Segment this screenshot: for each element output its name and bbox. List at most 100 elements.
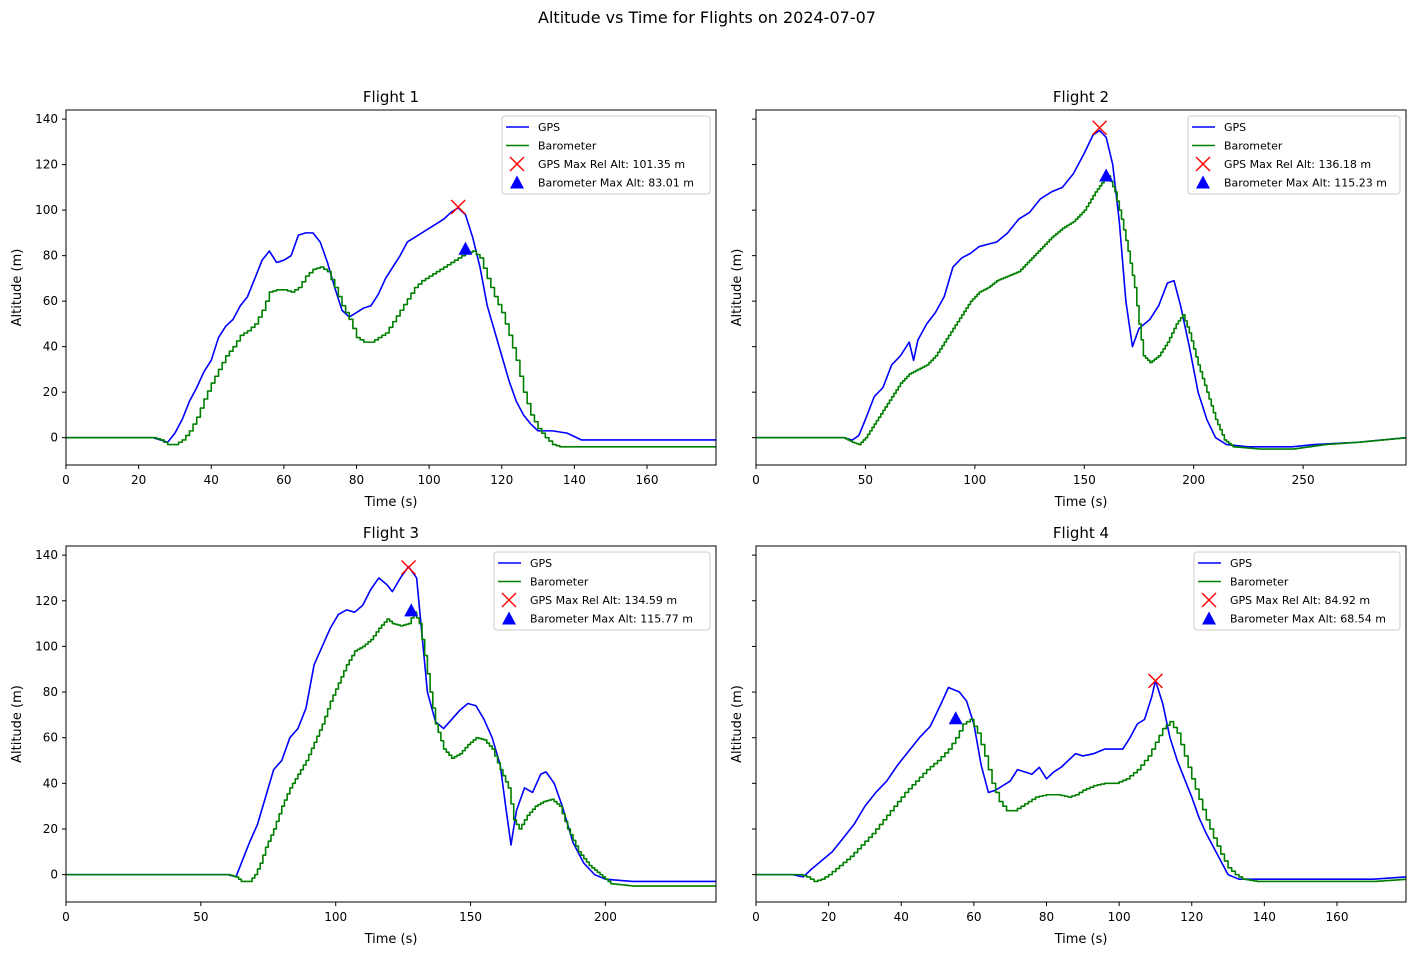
y-tick-label: 120 xyxy=(35,594,58,608)
x-tick-label: 100 xyxy=(963,473,986,487)
legend: GPS Barometer GPS Max Rel Alt: 84.92 m Baro… xyxy=(1193,551,1401,631)
legend: GPS Barometer GPS Max Rel Alt: 136.18 m Bar… xyxy=(1187,115,1401,195)
legend-label: Barometer xyxy=(538,140,597,153)
legend-label: GPS Max Rel Alt: 101.35 m xyxy=(538,158,685,171)
legend: GPS Barometer GPS Max Rel Alt: 134.59 m Bar… xyxy=(493,551,711,631)
legend-label: GPS Max Rel Alt: 84.92 m xyxy=(1230,594,1370,607)
y-tick-label: 100 xyxy=(35,203,58,217)
barometer-max-marker xyxy=(458,241,473,255)
gps-max-marker xyxy=(1147,673,1163,689)
x-tick-label: 20 xyxy=(821,910,836,924)
x-tick-label: 100 xyxy=(418,473,441,487)
subplot-3: 0 50 100 150 200 0 20 40 60 80 100 120 140 Flight 3 Ti… xyxy=(10,524,717,947)
legend-label: Barometer Max Alt: 115.77 m xyxy=(530,613,693,626)
y-tick-label: 60 xyxy=(43,731,58,745)
x-tick-label: 120 xyxy=(1180,910,1203,924)
legend-label: GPS Max Rel Alt: 136.18 m xyxy=(1224,158,1371,171)
x-tick-label: 40 xyxy=(204,473,219,487)
subplot-title: Flight 1 xyxy=(363,88,419,106)
x-tick-label: 160 xyxy=(1326,910,1349,924)
legend: GPS Barometer GPS Max Rel Alt: 101.35 m Bar… xyxy=(501,115,711,195)
series-barometer-line xyxy=(756,175,1406,450)
x-tick-label: 200 xyxy=(594,910,617,924)
y-tick-label: 20 xyxy=(43,385,58,399)
x-tick-label: 150 xyxy=(459,910,482,924)
x-tick-label: 160 xyxy=(636,473,659,487)
x-tick-label: 140 xyxy=(563,473,586,487)
subplot-title: Flight 4 xyxy=(1053,524,1109,542)
legend-label: GPS xyxy=(538,121,560,134)
legend-label: GPS xyxy=(1224,121,1246,134)
x-tick-label: 50 xyxy=(858,473,873,487)
series-barometer-line xyxy=(66,611,716,887)
x-tick-label: 100 xyxy=(324,910,347,924)
legend-box xyxy=(1187,115,1401,195)
y-tick-label: 140 xyxy=(35,112,58,126)
barometer-max-marker xyxy=(404,603,419,617)
y-tick-label: 100 xyxy=(35,639,58,653)
legend-label: Barometer xyxy=(1230,576,1289,589)
legend-label: Barometer Max Alt: 83.01 m xyxy=(538,177,694,190)
subplot-title: Flight 3 xyxy=(363,524,419,542)
y-axis-label: Altitude (m) xyxy=(10,249,25,327)
x-tick-label: 250 xyxy=(1292,473,1315,487)
axes-frame xyxy=(755,109,1407,466)
x-tick-label: 100 xyxy=(1108,910,1131,924)
x-tick-label: 150 xyxy=(1073,473,1096,487)
subplot-title: Flight 2 xyxy=(1053,88,1109,106)
legend-triangle-swatch xyxy=(510,175,524,189)
legend-label: GPS Max Rel Alt: 134.59 m xyxy=(530,594,677,607)
x-tick-label: 50 xyxy=(193,910,208,924)
axes-frame xyxy=(755,545,1407,903)
x-tick-label: 0 xyxy=(752,473,760,487)
legend-triangle-swatch xyxy=(1202,611,1216,625)
x-tick-label: 0 xyxy=(62,910,70,924)
legend-label: Barometer Max Alt: 115.23 m xyxy=(1224,177,1387,190)
y-tick-label: 120 xyxy=(35,158,58,172)
y-tick-label: 0 xyxy=(50,868,58,882)
legend-box xyxy=(1193,551,1401,631)
y-axis-label: Altitude (m) xyxy=(730,249,745,327)
x-tick-label: 0 xyxy=(752,910,760,924)
x-tick-label: 120 xyxy=(490,473,513,487)
legend-label: Barometer xyxy=(1224,140,1283,153)
subplot-4: 0 20 40 60 80 100 120 140 160 Flight 4 Time (s) Alt… xyxy=(730,524,1407,947)
figure-title: Altitude vs Time for Flights on 2024-07-… xyxy=(538,8,876,27)
y-axis-label: Altitude (m) xyxy=(10,685,25,763)
legend-x-swatch xyxy=(1201,592,1217,608)
x-tick-label: 80 xyxy=(1039,910,1054,924)
y-tick-label: 40 xyxy=(43,776,58,790)
series-barometer-line xyxy=(756,718,1406,883)
barometer-max-marker xyxy=(1099,168,1114,182)
axes-frame xyxy=(65,545,717,903)
x-tick-label: 60 xyxy=(276,473,291,487)
plot-area xyxy=(756,679,1406,883)
series-gps-line xyxy=(756,679,1406,880)
y-tick-label: 20 xyxy=(43,822,58,836)
x-axis-label: Time (s) xyxy=(1054,932,1108,947)
series-gps-line xyxy=(66,565,716,883)
axes-frame xyxy=(65,109,717,466)
plot-area xyxy=(66,207,716,448)
gps-max-marker xyxy=(401,559,417,575)
y-tick-label: 80 xyxy=(43,685,58,699)
gps-max-marker xyxy=(450,199,466,215)
plot-area xyxy=(66,565,716,887)
x-tick-label: 200 xyxy=(1182,473,1205,487)
legend-triangle-swatch xyxy=(1196,175,1210,189)
legend-x-swatch xyxy=(1195,156,1211,172)
y-tick-label: 0 xyxy=(50,431,58,445)
legend-label: Barometer xyxy=(530,576,589,589)
series-barometer-line xyxy=(66,250,716,448)
x-tick-label: 60 xyxy=(966,910,981,924)
legend-box xyxy=(493,551,711,631)
y-tick-label: 80 xyxy=(43,249,58,263)
x-axis-label: Time (s) xyxy=(364,495,418,510)
x-tick-label: 80 xyxy=(349,473,364,487)
legend-label: GPS xyxy=(530,557,552,570)
series-gps-line xyxy=(66,207,716,444)
x-tick-label: 40 xyxy=(894,910,909,924)
x-tick-label: 20 xyxy=(131,473,146,487)
